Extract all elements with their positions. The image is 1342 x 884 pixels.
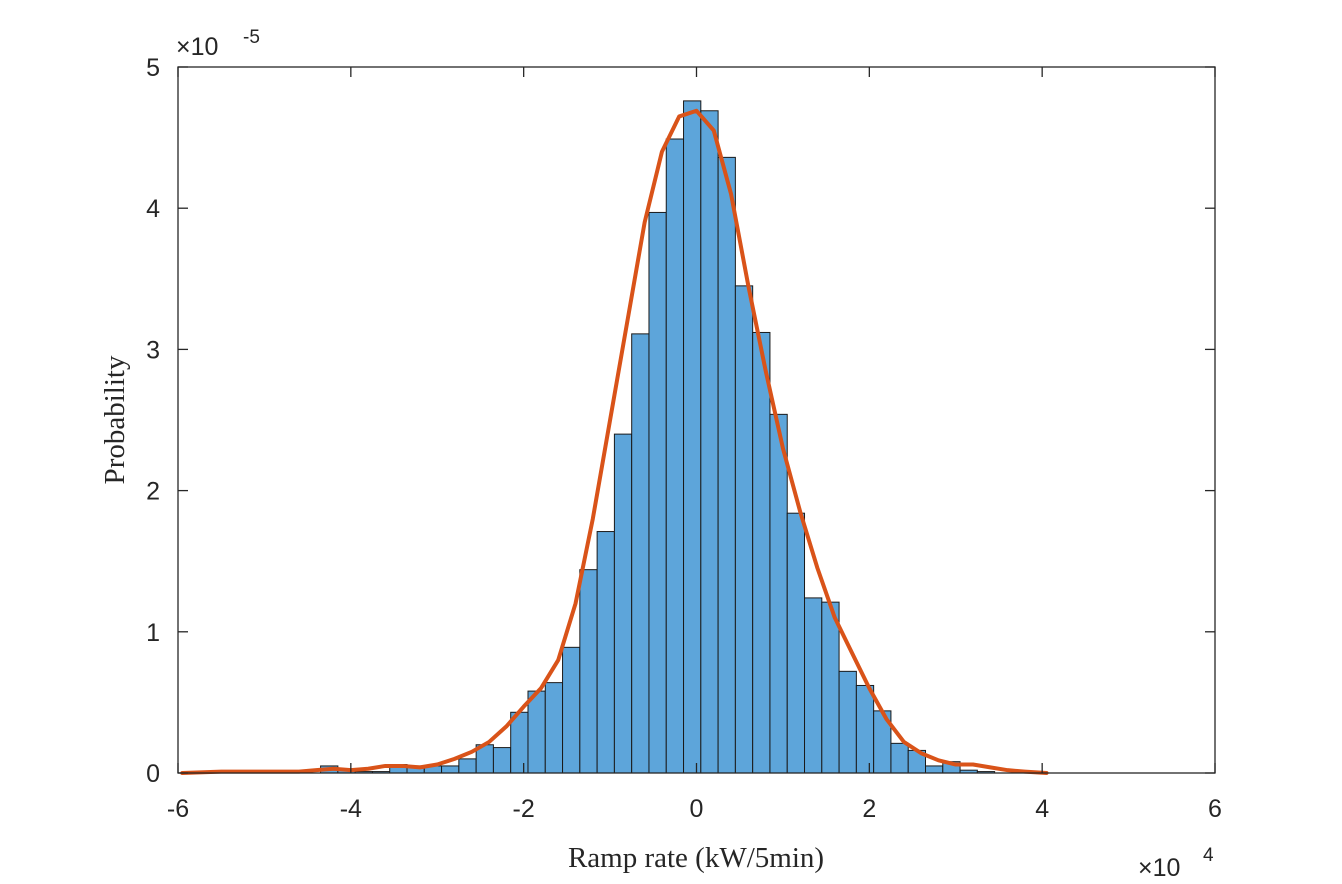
x-axis-ticks: -6 -4 -2 0 2 4 6 bbox=[167, 67, 1222, 823]
x-tick-label: 0 bbox=[690, 795, 704, 823]
histogram-bar bbox=[700, 110, 719, 774]
x-tick-label: -2 bbox=[513, 795, 535, 823]
y-axis-ticks: 0 1 2 3 4 5 bbox=[146, 54, 1215, 788]
x-exponent-base: ×10 bbox=[1138, 854, 1180, 882]
x-axis-label: Ramp rate (kW/5min) bbox=[568, 842, 824, 874]
y-tick-label: 1 bbox=[146, 619, 160, 647]
density-curve-line bbox=[180, 108, 1049, 775]
x-tick-label: 6 bbox=[1208, 795, 1222, 823]
histogram-bar bbox=[717, 156, 736, 774]
histogram-bar bbox=[648, 211, 667, 774]
histogram-bar bbox=[562, 646, 581, 774]
histogram-bar bbox=[458, 758, 477, 774]
y-tick-label: 4 bbox=[146, 195, 160, 223]
histogram-bar bbox=[752, 331, 771, 774]
y-tick-label: 5 bbox=[146, 54, 160, 82]
histogram-bar bbox=[786, 512, 806, 774]
histogram-bar bbox=[804, 597, 823, 774]
histogram-bar bbox=[441, 765, 460, 774]
x-tick-label: 4 bbox=[1035, 795, 1049, 823]
y-tick-label: 0 bbox=[146, 760, 160, 788]
histogram-bar bbox=[544, 682, 564, 774]
histogram-bar bbox=[527, 690, 546, 774]
histogram-bars bbox=[320, 100, 996, 774]
histogram-bar bbox=[596, 531, 615, 774]
histogram-bar bbox=[855, 684, 875, 774]
y-tick-label: 3 bbox=[146, 336, 160, 364]
histogram-bar bbox=[631, 333, 650, 774]
y-axis-label: Probability bbox=[99, 355, 131, 484]
histogram-bar bbox=[492, 747, 512, 774]
x-exponent-label: ×10 4 bbox=[1138, 845, 1214, 882]
x-tick-label: -6 bbox=[167, 795, 189, 823]
y-exponent-power: -5 bbox=[243, 27, 260, 48]
density-curves bbox=[180, 108, 1049, 775]
histogram-bar bbox=[579, 569, 598, 774]
histogram-bar bbox=[890, 742, 909, 774]
histogram-bar bbox=[925, 765, 944, 774]
histogram-bar bbox=[838, 670, 857, 774]
x-tick-label: -4 bbox=[340, 795, 362, 823]
histogram-bar bbox=[665, 138, 685, 774]
histogram-bar bbox=[769, 413, 788, 774]
y-exponent-base: ×10 bbox=[176, 33, 218, 61]
histogram-bar bbox=[734, 285, 754, 774]
y-tick-label: 2 bbox=[146, 478, 160, 506]
histogram-bar bbox=[821, 601, 840, 774]
histogram-bar bbox=[683, 100, 702, 774]
histogram-bar bbox=[613, 433, 633, 774]
x-exponent-power: 4 bbox=[1203, 845, 1214, 866]
x-tick-label: 2 bbox=[862, 795, 876, 823]
y-exponent-label: ×10 -5 bbox=[176, 27, 260, 61]
